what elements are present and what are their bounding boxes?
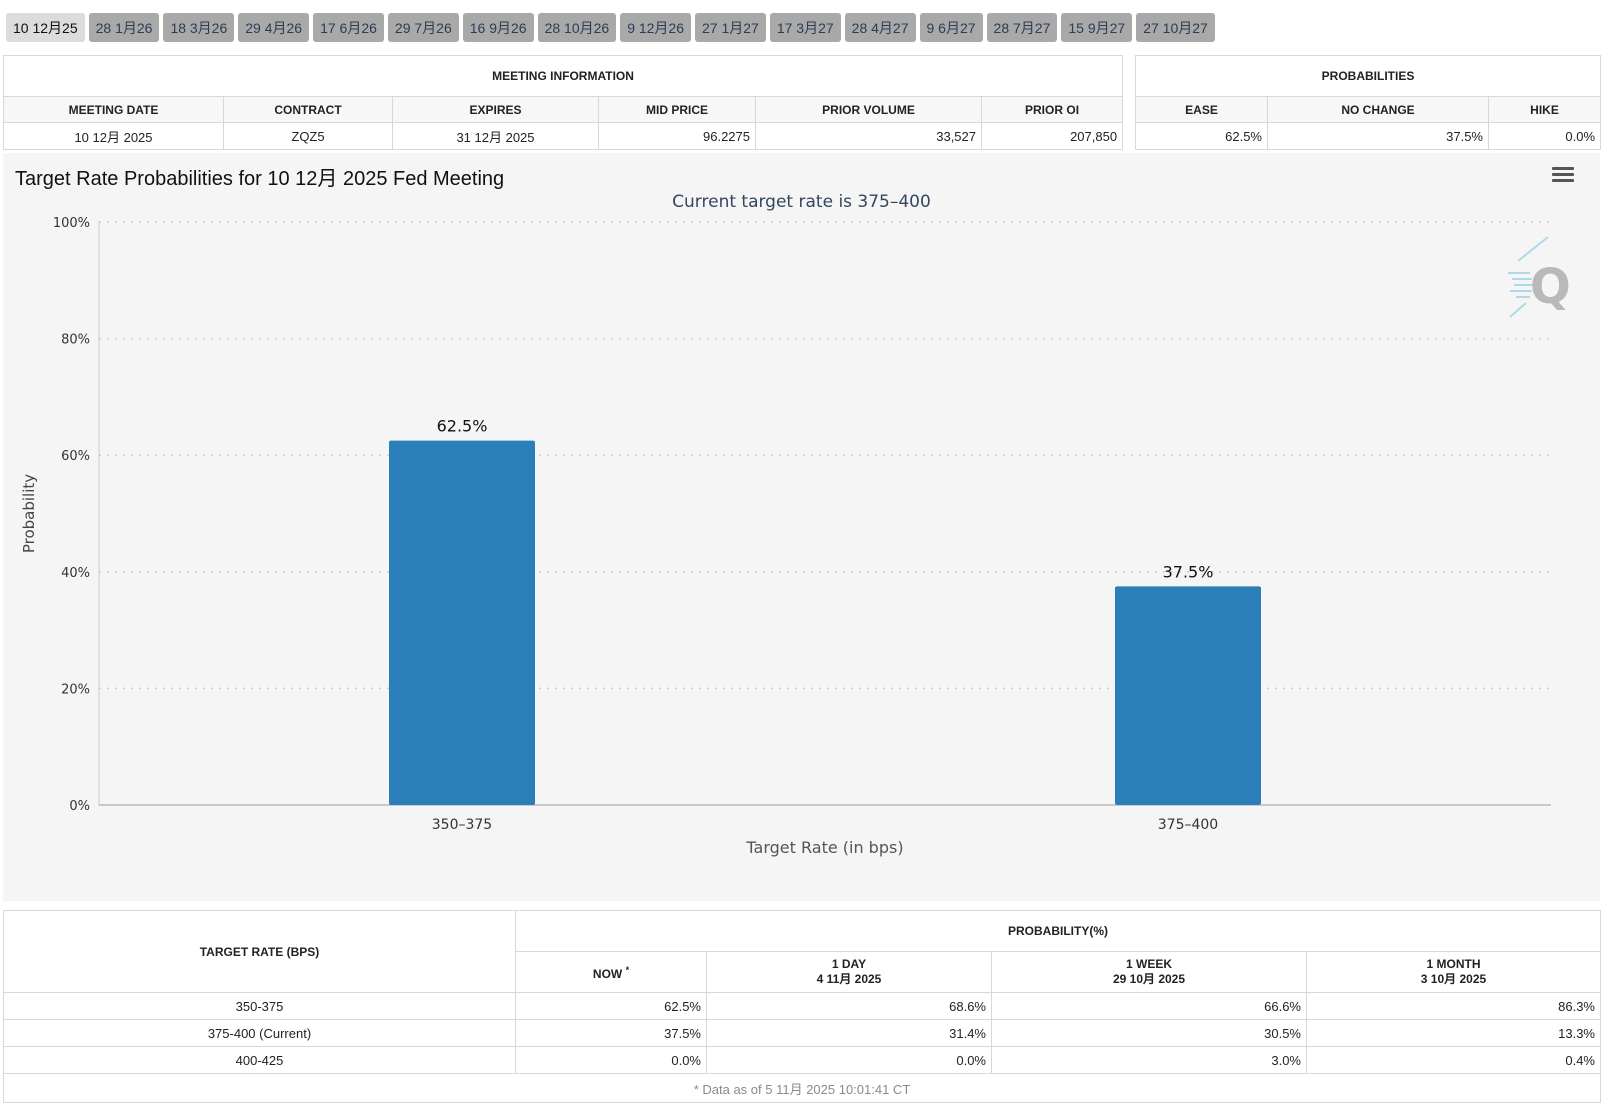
- no-change-header: NO CHANGE: [1267, 96, 1489, 123]
- tab-meeting-0[interactable]: 10 12月25: [6, 13, 85, 42]
- y-tick-label: 100%: [53, 216, 90, 231]
- mid-price-value: 96.2275: [598, 122, 756, 150]
- meeting-tabs: 10 12月25 28 1月26 18 3月26 29 4月26 17 6月26…: [6, 13, 1215, 42]
- one-month-cell: 86.3%: [1306, 992, 1601, 1020]
- expires-value: 31 12月 2025: [392, 122, 599, 150]
- chart-menu-icon[interactable]: [1552, 167, 1574, 187]
- now-cell: 62.5%: [515, 992, 707, 1020]
- x-tick-label-0: 350–375: [432, 817, 492, 833]
- now-column-header: NOW *: [515, 951, 707, 993]
- chart-subtitle: Current target rate is 375–400: [672, 192, 931, 212]
- target-rate-cell: 350-375: [3, 992, 516, 1020]
- probability-bar-chart: 0% 20% 40% 60% 80% 100% Probability Target Rate…: [20, 216, 1551, 857]
- tab-meeting-11[interactable]: 28 4月27: [844, 13, 916, 42]
- tab-meeting-10[interactable]: 17 3月27: [769, 13, 841, 42]
- one-day-cell: 31.4%: [706, 1019, 992, 1047]
- probabilities-title: PROBABILITIES: [1134, 55, 1602, 97]
- y-tick-label: 80%: [61, 333, 90, 348]
- meeting-information-title: MEETING INFORMATION: [2, 55, 1124, 97]
- bar-data-label-1: 37.5%: [1163, 562, 1214, 581]
- one-week-cell: 3.0%: [991, 1046, 1307, 1074]
- tab-meeting-5[interactable]: 29 7月26: [387, 13, 459, 42]
- hike-header: HIKE: [1487, 96, 1602, 123]
- svg-text:Q: Q: [1530, 259, 1571, 315]
- probability-header: PROBABILITY(%): [515, 910, 1601, 952]
- bar-1[interactable]: [1115, 586, 1261, 805]
- tab-meeting-4[interactable]: 17 6月26: [313, 13, 384, 42]
- contract-header: CONTRACT: [223, 96, 393, 123]
- y-tick-label: 20%: [61, 682, 90, 697]
- tab-meeting-15[interactable]: 27 10月27: [1136, 13, 1215, 42]
- chart-panel: Target Rate Probabilities for 10 12月 202…: [3, 153, 1600, 901]
- bar-data-label-0: 62.5%: [437, 417, 488, 436]
- prior-volume-value: 33,527: [755, 122, 982, 150]
- tab-meeting-12[interactable]: 9 6月27: [919, 13, 983, 42]
- target-rate-cell: 400-425: [3, 1046, 516, 1074]
- prior-volume-header: PRIOR VOLUME: [755, 96, 982, 123]
- no-change-value: 37.5%: [1267, 122, 1489, 150]
- tab-meeting-14[interactable]: 15 9月27: [1061, 13, 1133, 42]
- prior-oi-value: 207,850: [980, 122, 1124, 150]
- one-month-cell: 0.4%: [1306, 1046, 1601, 1074]
- meeting-date-header: MEETING DATE: [3, 96, 224, 123]
- y-tick-label: 40%: [61, 566, 90, 581]
- table-row: 375-400 (Current) 37.5% 31.4% 30.5% 13.3…: [3, 1019, 1601, 1047]
- y-tick-label: 0%: [69, 799, 90, 814]
- tab-meeting-3[interactable]: 29 4月26: [238, 13, 310, 42]
- one-month-column-header: 1 MONTH 3 10月 2025: [1306, 951, 1601, 993]
- target-rate-header: TARGET RATE (BPS): [3, 910, 516, 993]
- y-tick-label: 60%: [61, 449, 90, 464]
- table-row: 350-375 62.5% 68.6% 66.6% 86.3%: [3, 992, 1601, 1020]
- now-cell: 37.5%: [515, 1019, 707, 1047]
- tab-meeting-9[interactable]: 27 1月27: [695, 13, 766, 42]
- tab-meeting-1[interactable]: 28 1月26: [88, 13, 160, 42]
- tab-meeting-6[interactable]: 16 9月26: [462, 13, 534, 42]
- table-row: 400-425 0.0% 0.0% 3.0% 0.4%: [3, 1046, 1601, 1074]
- one-day-cell: 0.0%: [706, 1046, 992, 1074]
- ease-value: 62.5%: [1135, 122, 1268, 150]
- one-week-cell: 66.6%: [991, 992, 1307, 1020]
- x-tick-label-1: 375–400: [1158, 817, 1218, 833]
- target-rate-probability-table: TARGET RATE (BPS) PROBABILITY(%) NOW * 1…: [3, 910, 1601, 1103]
- tab-meeting-8[interactable]: 9 12月26: [620, 13, 692, 42]
- x-axis-title: Target Rate (in bps): [745, 838, 903, 857]
- hike-value: 0.0%: [1487, 122, 1602, 150]
- ease-header: EASE: [1135, 96, 1268, 123]
- meeting-information-table: MEETING INFORMATION MEETING DATE CONTRAC…: [2, 55, 1124, 150]
- probabilities-table: PROBABILITIES EASE NO CHANGE HIKE 62.5% …: [1134, 55, 1602, 150]
- one-month-cell: 13.3%: [1306, 1019, 1601, 1047]
- one-day-cell: 68.6%: [706, 992, 992, 1020]
- one-week-column-header: 1 WEEK 29 10月 2025: [991, 951, 1307, 993]
- meeting-date-value: 10 12月 2025: [3, 122, 224, 150]
- now-cell: 0.0%: [515, 1046, 707, 1074]
- bar-0[interactable]: [389, 440, 535, 805]
- tab-meeting-2[interactable]: 18 3月26: [163, 13, 235, 42]
- tab-meeting-7[interactable]: 28 10月26: [537, 13, 617, 42]
- prior-oi-header: PRIOR OI: [980, 96, 1124, 123]
- contract-value: ZQZ5: [223, 122, 393, 150]
- target-rate-cell: 375-400 (Current): [3, 1019, 516, 1047]
- quikstrike-logo-icon: Q: [1508, 236, 1571, 318]
- tab-meeting-13[interactable]: 28 7月27: [986, 13, 1058, 42]
- one-day-column-header: 1 DAY 4 11月 2025: [706, 951, 992, 993]
- data-timestamp-footnote: * Data as of 5 11月 2025 10:01:41 CT: [3, 1073, 1601, 1103]
- chart-title: Target Rate Probabilities for 10 12月 202…: [15, 168, 505, 190]
- mid-price-header: MID PRICE: [598, 96, 756, 123]
- expires-header: EXPIRES: [392, 96, 599, 123]
- y-axis-title: Probability: [20, 474, 38, 553]
- one-week-cell: 30.5%: [991, 1019, 1307, 1047]
